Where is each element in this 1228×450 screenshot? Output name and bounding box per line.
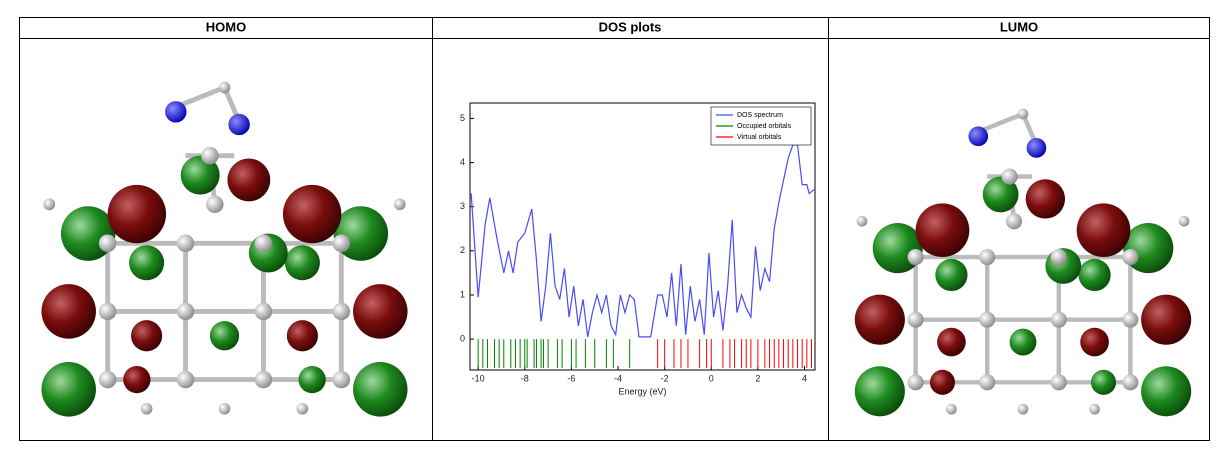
dos-chart: -10 -8 -6 -4 -2 0 2 4 0 1 2 3 4 5 Energy (eV) DOS spect… [460, 102, 816, 396]
x-tick-label: -8 [521, 373, 529, 383]
lumo-image [855, 109, 1191, 417]
y-tick-label: 4 [460, 157, 465, 167]
y-tick-label: 2 [460, 245, 465, 255]
x-tick-label: -4 [614, 373, 622, 383]
header-cell: HOMO [206, 19, 246, 34]
x-tick-label: 4 [802, 373, 807, 383]
y-tick-label: 5 [460, 113, 465, 123]
homo-image [41, 82, 407, 417]
x-tick-label: -10 [472, 373, 485, 383]
header-cell: LUMO [1000, 19, 1038, 34]
y-tick-label: 1 [460, 289, 465, 299]
table-border [19, 17, 1210, 441]
x-tick-label: 0 [709, 373, 714, 383]
header-cell: DOS plots [599, 19, 662, 34]
x-axis-label: Energy (eV) [618, 386, 666, 396]
dos-line [470, 144, 816, 338]
legend-label: Occupied orbitals [737, 123, 792, 130]
legend-label: Virtual orbitals [737, 134, 782, 141]
legend-label: DOS spectrum [737, 112, 783, 119]
y-tick-label: 3 [460, 201, 465, 211]
y-tick-label: 0 [460, 333, 465, 343]
x-tick-label: 2 [755, 373, 760, 383]
x-tick-label: -2 [661, 373, 669, 383]
x-tick-label: -6 [567, 373, 575, 383]
plot-frame [469, 102, 816, 371]
